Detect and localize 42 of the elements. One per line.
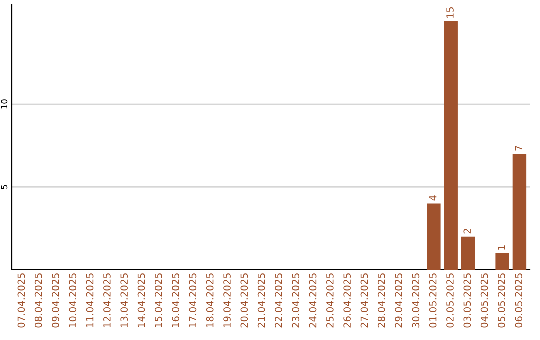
bar [496,253,510,270]
y-tick-label: 10 [1,100,8,109]
x-tick-label: 13.04.2025 [120,274,128,328]
x-tick-label: 09.04.2025 [52,274,60,328]
x-tick-label: 10.04.2025 [69,274,77,328]
x-tick-label: 26.04.2025 [344,274,352,328]
x-tick-label: 11.04.2025 [86,274,94,328]
data-label: 4 [430,196,437,201]
bar [427,204,441,270]
x-tick-label: 30.04.2025 [412,274,420,328]
x-tick-label: 20.04.2025 [240,274,248,328]
x-tick-label: 22.04.2025 [275,274,282,328]
x-tick-label: 19.04.2025 [224,274,231,328]
data-label: 1 [498,246,506,250]
x-tick-label: 25.04.2025 [326,274,334,328]
x-tick-label: 28.04.2025 [378,274,386,328]
y-tick-label: 5 [1,185,8,190]
x-tick-label: 17.04.2025 [189,274,197,328]
bar [512,154,527,270]
x-tick-label: 05.05.2025 [498,274,506,328]
x-tick-label: 21.04.2025 [258,274,266,328]
x-tick-label: 06.05.2025 [515,274,523,328]
x-tick-label: 18.04.2025 [206,274,214,328]
x-tick-label: 24.04.2025 [309,274,317,328]
data-label: 2 [464,229,471,234]
data-label: 15 [446,8,454,18]
x-tick-label: 12.04.2025 [104,274,111,328]
x-tick-label: 08.04.2025 [34,274,42,328]
x-tick-label: 14.04.2025 [138,274,146,328]
x-tick-label: 27.04.2025 [360,274,368,328]
x-tick-label: 15.04.2025 [154,274,162,328]
x-tick-label: 29.04.2025 [395,274,402,328]
x-tick-label: 04.05.2025 [480,274,488,328]
x-tick-label: 07.04.2025 [18,274,26,328]
data-label: 7 [515,146,522,151]
x-tick-label: 01.05.2025 [429,274,437,328]
x-tick-label: 03.05.2025 [464,274,472,328]
x-tick-label: 23.04.2025 [292,274,300,328]
x-tick-label: 02.05.2025 [446,274,454,328]
bar [444,22,458,270]
bar [461,236,476,270]
x-tick-label: 16.04.2025 [172,274,180,328]
